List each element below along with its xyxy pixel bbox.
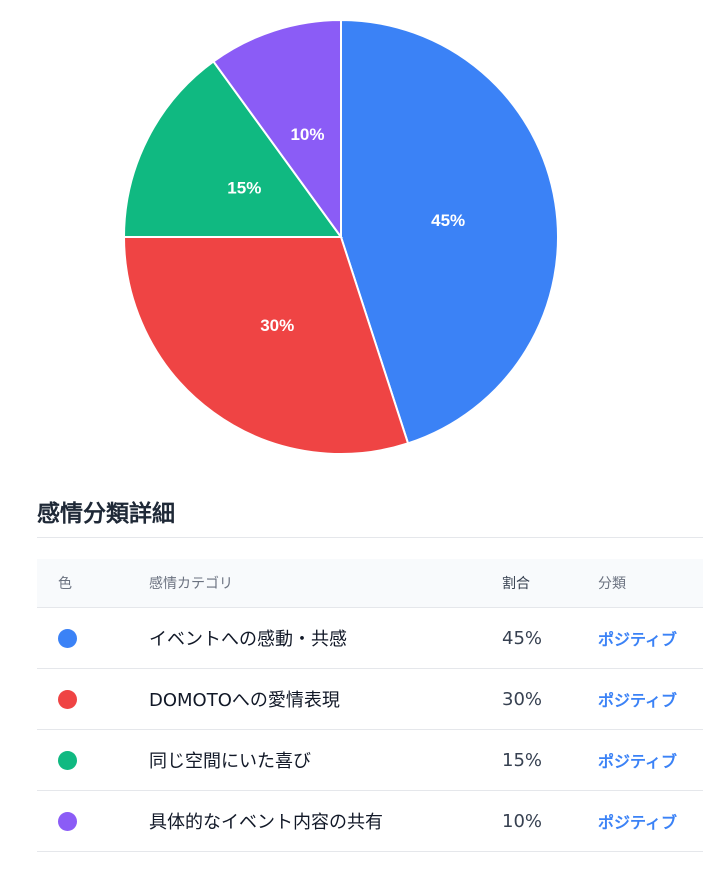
header-class: 分類 [598,559,703,608]
classification: ポジティブ [598,729,703,791]
divider [37,537,703,538]
pie-slice [212,18,342,241]
slice-label: 45% [431,211,465,230]
slice-label: 10% [290,125,324,144]
table-row: DOMOTOへの愛情表現 30% ポジティブ [37,668,703,730]
emotion-table: 色 感情カテゴリ 割合 分類 イベントへの感動・共感 45% ポジティブ DOMOT… [37,559,703,852]
color-dot [58,812,77,831]
table-row: 具体的なイベント内容の共有 10% ポジティブ [37,790,703,852]
ratio: 45% [502,607,598,669]
category: 同じ空間にいた喜び [149,729,502,791]
pie-slice [122,236,410,455]
color-dot [58,629,77,648]
classification: ポジティブ [598,607,703,669]
pie-chart: 45% 30% 15% 10% [122,18,559,455]
header-category: 感情カテゴリ [149,559,502,608]
category: DOMOTOへの愛情表現 [149,668,502,730]
pie-slice [340,18,559,445]
ratio: 15% [502,729,598,791]
ratio: 10% [502,790,598,852]
color-dot [58,751,77,770]
category: イベントへの感動・共感 [149,607,502,669]
category: 具体的なイベント内容の共有 [149,790,502,852]
section-title: 感情分類詳細 [37,501,175,527]
color-dot [58,690,77,709]
classification: ポジティブ [598,668,703,730]
classification: ポジティブ [598,790,703,852]
header-ratio: 割合 [502,559,598,608]
slice-label: 30% [260,316,294,335]
slice-label: 15% [227,179,261,198]
pie-slice [122,60,343,238]
table-row: イベントへの感動・共感 45% ポジティブ [37,607,703,669]
table-row: 同じ空間にいた喜び 15% ポジティブ [37,729,703,791]
ratio: 30% [502,668,598,730]
table-header-row: 色 感情カテゴリ 割合 分類 [37,559,703,608]
header-color: 色 [37,559,149,608]
